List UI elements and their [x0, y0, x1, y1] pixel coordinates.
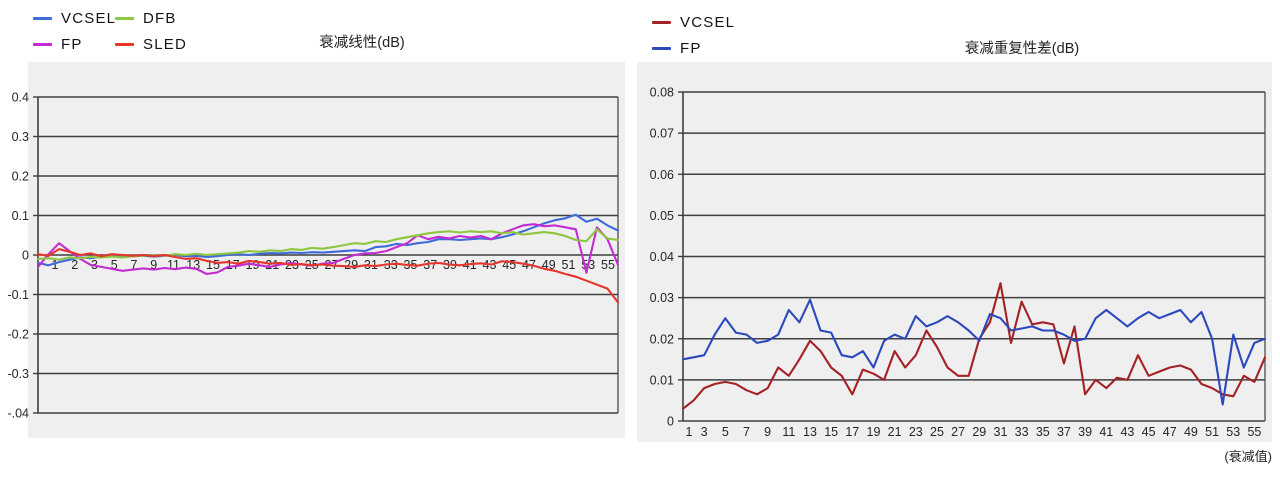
legend-label: VCSEL — [680, 14, 736, 31]
legend-item-vcsel: VCSEL — [33, 10, 115, 27]
x-tick-label: 7 — [743, 425, 750, 439]
x-tick-label: 7 — [131, 258, 138, 272]
y-tick-label: 0.03 — [650, 291, 674, 305]
x-tick-label: 51 — [1205, 425, 1219, 439]
legend-label: FP — [680, 40, 702, 57]
x-tick-label: 45 — [502, 258, 516, 272]
legend-label: DFB — [143, 10, 177, 27]
chart-0: 0.40.30.20.10-0.1-0.2-0.3-.041 2 3 5 7 9 11 13 1… — [7, 91, 620, 421]
y-tick-label: 0.01 — [650, 373, 674, 387]
y-tick-label: 0 — [22, 249, 29, 263]
x-tick-label: 21 — [888, 425, 902, 439]
series-fp-line — [681, 298, 1267, 406]
series-fp-line — [36, 223, 620, 276]
x-tick-label: 29 — [344, 258, 358, 272]
y-tick-label: 0.05 — [650, 209, 674, 223]
legend-item-dfb: DFB — [115, 10, 187, 27]
x-tick-label: 49 — [1184, 425, 1198, 439]
y-tick-label: 0.02 — [650, 332, 674, 346]
legend-label: SLED — [143, 36, 187, 53]
y-tick-label: -0.1 — [7, 288, 29, 302]
legend-item-fp: FP — [652, 40, 735, 57]
x-tick-label: 25 — [930, 425, 944, 439]
x-tick-label: 19 — [867, 425, 881, 439]
x-tick-label: 11 — [782, 425, 795, 439]
y-tick-label: 0.1 — [12, 209, 29, 223]
series-sled-line — [36, 248, 620, 304]
y-tick-label: -.04 — [7, 407, 29, 421]
x-tick-label: 23 — [909, 425, 923, 439]
x-tick-label: 35 — [1036, 425, 1050, 439]
dfb-line-swatch-icon — [115, 17, 134, 20]
x-tick-label: 9 — [150, 258, 157, 272]
y-tick-label: 0.06 — [650, 168, 674, 182]
x-tick-label: 17 — [845, 425, 859, 439]
vcsel-line-swatch-icon — [652, 21, 671, 24]
series-vcsel-line — [681, 282, 1267, 410]
repeatability-chart-title: 衰减重复性差(dB) — [964, 41, 1080, 57]
x-tick-label: 41 — [1099, 425, 1113, 439]
y-tick-label: -0.2 — [7, 328, 29, 342]
linearity-plot-panel — [28, 62, 625, 438]
x-tick-label: 53 — [1226, 425, 1240, 439]
x-tick-label: 55 — [601, 258, 615, 272]
x-tick-label: 55 — [1247, 425, 1261, 439]
legend-item-sled: SLED — [115, 36, 187, 53]
x-tick-label: 2 — [71, 258, 78, 272]
fp-line-swatch-icon — [33, 43, 52, 46]
x-tick-label: 37 — [423, 258, 437, 272]
x-tick-label: 47 — [1163, 425, 1177, 439]
legend-item-fp: FP — [33, 36, 115, 53]
x-tick-label: 43 — [1120, 425, 1134, 439]
legend-item-vcsel: VCSEL — [652, 14, 735, 31]
y-tick-label: 0.2 — [12, 170, 29, 184]
legend-label: VCSEL — [61, 10, 117, 27]
x-tick-label: 5 — [722, 425, 729, 439]
repeatability-legend: VCSEL FP — [652, 14, 735, 57]
x-tick-label: 1 — [686, 425, 693, 439]
repeatability-plot-panel — [637, 62, 1272, 442]
y-tick-label: 0 — [667, 415, 674, 429]
x-tick-label: 3 — [701, 425, 708, 439]
y-tick-label: 0.08 — [650, 86, 674, 100]
linearity-chart-title: 衰减线性(dB) — [319, 35, 405, 51]
x-tick-label: 33 — [1015, 425, 1029, 439]
y-tick-label: -0.3 — [7, 367, 29, 381]
x-tick-label: 21 — [265, 258, 279, 272]
fp-line-swatch-icon — [652, 47, 671, 50]
y-tick-label: 0.04 — [650, 250, 674, 264]
x-tick-label: 13 — [803, 425, 817, 439]
x-tick-label: 45 — [1142, 425, 1156, 439]
y-tick-label: 0.4 — [12, 91, 29, 105]
x-tick-label: 9 — [764, 425, 771, 439]
x-tick-label: 27 — [951, 425, 965, 439]
linearity-legend: VCSEL DFB FP SLED — [33, 10, 187, 53]
x-tick-label: 15 — [824, 425, 838, 439]
x-tick-label: 39 — [1078, 425, 1092, 439]
y-tick-label: 0.3 — [12, 130, 29, 144]
x-tick-label: 31 — [994, 425, 1008, 439]
x-tick-label: 15 — [206, 258, 220, 272]
x-tick-label: 29 — [972, 425, 986, 439]
legend-label: FP — [61, 36, 83, 53]
x-tick-label: 37 — [1057, 425, 1071, 439]
y-tick-label: 0.07 — [650, 127, 674, 141]
x-axis-unit-note: (衰减值) — [1224, 449, 1272, 464]
x-tick-label: 51 — [562, 258, 576, 272]
vcsel-line-swatch-icon — [33, 17, 52, 20]
x-tick-label: 5 — [111, 258, 118, 272]
sled-line-swatch-icon — [115, 43, 134, 46]
x-tick-label: 1 — [52, 258, 59, 272]
